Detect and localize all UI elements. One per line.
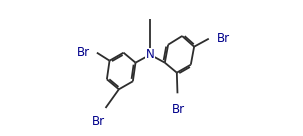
Text: Br: Br [77,46,91,59]
Text: Br: Br [92,115,105,128]
Text: Br: Br [217,32,230,45]
Text: Br: Br [171,103,185,116]
Text: N: N [146,48,155,61]
